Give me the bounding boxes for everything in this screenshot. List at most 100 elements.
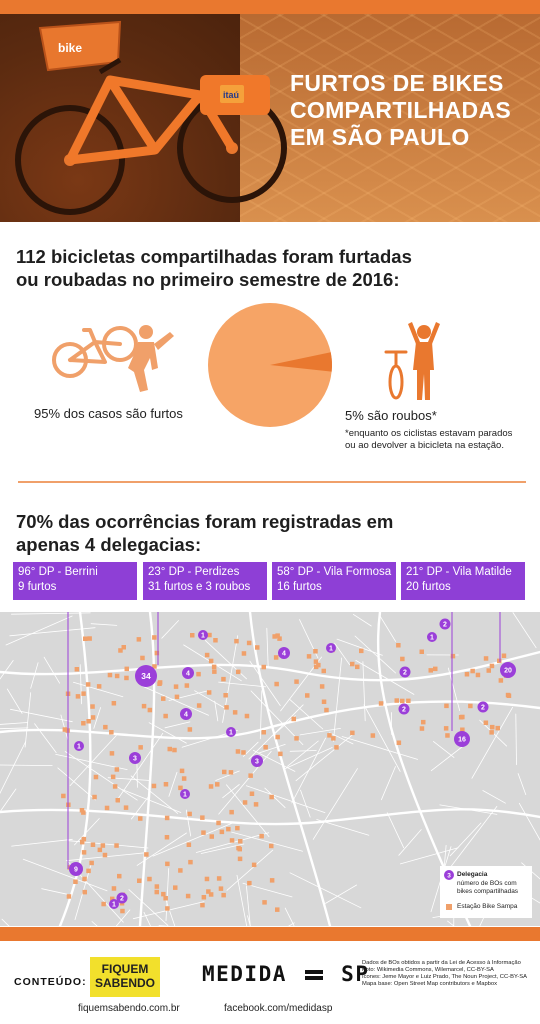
street bbox=[289, 699, 324, 730]
bike-station bbox=[269, 878, 275, 883]
bike-station bbox=[140, 655, 145, 661]
bike-station bbox=[208, 892, 214, 897]
bike-station bbox=[419, 726, 425, 731]
street bbox=[248, 704, 304, 760]
bike-brand-text: bike bbox=[58, 41, 82, 55]
bike-station bbox=[115, 798, 120, 803]
bike-station bbox=[186, 842, 192, 847]
delegacia-marker-label: 1 bbox=[329, 646, 333, 653]
bike-station bbox=[215, 782, 220, 787]
bike-station bbox=[221, 892, 226, 898]
bike-station bbox=[110, 896, 115, 902]
bike-station bbox=[141, 703, 147, 709]
bike-station bbox=[428, 668, 433, 673]
footer-stripe bbox=[0, 927, 540, 941]
bike-station bbox=[165, 861, 170, 867]
bike-station bbox=[179, 768, 185, 774]
map-legend: 3 Delegacia número de BOs com bikes comp… bbox=[440, 866, 532, 918]
bike-station bbox=[212, 669, 217, 674]
bike-station bbox=[207, 632, 212, 638]
bike-station bbox=[185, 893, 191, 899]
bike-station bbox=[90, 704, 95, 709]
delegacia-detail: 9 furtos bbox=[18, 581, 57, 593]
street bbox=[9, 708, 73, 723]
bike-station bbox=[241, 651, 247, 656]
street bbox=[11, 838, 73, 847]
delegacia-marker-label: 2 bbox=[403, 670, 407, 677]
facebook-url[interactable]: facebook.com/medidasp bbox=[224, 1003, 333, 1014]
street bbox=[30, 662, 39, 689]
delegacia-marker-label: 2 bbox=[481, 705, 485, 712]
bike-station bbox=[184, 683, 190, 688]
bike-station bbox=[236, 669, 241, 675]
street bbox=[245, 885, 251, 926]
roubos-caption: 5% são roubos* bbox=[345, 408, 437, 423]
delegacia-detail: 31 furtos e 3 roubos bbox=[148, 581, 251, 593]
street bbox=[90, 623, 118, 626]
street bbox=[512, 612, 537, 649]
delegacia-marker-label: 1 bbox=[183, 792, 187, 799]
street bbox=[24, 692, 32, 748]
bike-station bbox=[475, 672, 481, 678]
street bbox=[69, 735, 117, 787]
bike-station bbox=[327, 733, 332, 738]
street bbox=[41, 888, 68, 895]
map-leader-lines bbox=[67, 612, 501, 869]
bike-station bbox=[173, 885, 178, 890]
section1-heading-line2: ou roubadas no primeiro semestre de 2016… bbox=[16, 269, 400, 290]
delegacia-marker bbox=[251, 755, 263, 767]
bike-station bbox=[421, 719, 426, 725]
bike-station bbox=[112, 784, 118, 789]
bike-station bbox=[486, 668, 491, 673]
street bbox=[286, 740, 319, 767]
street bbox=[518, 802, 540, 841]
bike-station bbox=[255, 645, 260, 650]
bike-station bbox=[157, 681, 162, 686]
bike-station bbox=[62, 727, 68, 732]
bike-station bbox=[274, 681, 279, 687]
bike-station bbox=[394, 698, 399, 703]
bike-station bbox=[334, 745, 339, 750]
bike-station bbox=[204, 876, 210, 882]
street bbox=[288, 922, 295, 926]
bike-station bbox=[104, 805, 110, 811]
sp-text: SP bbox=[341, 962, 370, 986]
street bbox=[332, 657, 343, 742]
bike-station bbox=[273, 655, 279, 660]
bike-station bbox=[167, 746, 172, 752]
bike-station bbox=[501, 653, 507, 658]
fs-logo-line1: FIQUEM bbox=[101, 962, 149, 976]
legend-marker-desc: número de BOs com bikes compartilhadas bbox=[457, 880, 519, 895]
bike-station bbox=[319, 684, 325, 689]
street bbox=[148, 722, 187, 744]
fiquem-sabendo-url[interactable]: fiquemsabendo.com.br bbox=[78, 1003, 180, 1014]
delegacia-name: 58° DP - Vila Formosa bbox=[277, 566, 392, 578]
bike-station bbox=[313, 664, 319, 670]
street bbox=[73, 681, 124, 698]
bike-station bbox=[107, 672, 113, 678]
section2-heading-line2: apenas 4 delegacias: bbox=[16, 534, 202, 555]
map-stations bbox=[61, 632, 512, 914]
bike-station bbox=[164, 815, 170, 821]
delegacia-marker bbox=[477, 701, 489, 713]
bike-station bbox=[161, 891, 166, 897]
legend-station-label: Estação Bike Sampa bbox=[457, 903, 518, 910]
bike-station bbox=[200, 815, 205, 820]
delegacia-marker-label: 3 bbox=[255, 759, 259, 766]
street bbox=[128, 889, 169, 926]
pie-slice-roubos bbox=[270, 352, 332, 372]
bike-station bbox=[154, 889, 159, 895]
bike-station bbox=[79, 808, 85, 813]
bike-station bbox=[331, 736, 336, 741]
bike-station bbox=[102, 852, 108, 858]
bike-station bbox=[109, 751, 115, 756]
street bbox=[231, 831, 304, 852]
bike-station bbox=[313, 649, 318, 654]
bike-station bbox=[74, 667, 80, 672]
bike-station bbox=[114, 673, 120, 679]
street bbox=[363, 704, 401, 772]
street bbox=[185, 809, 192, 837]
street bbox=[312, 768, 358, 840]
bike-station bbox=[321, 668, 326, 674]
